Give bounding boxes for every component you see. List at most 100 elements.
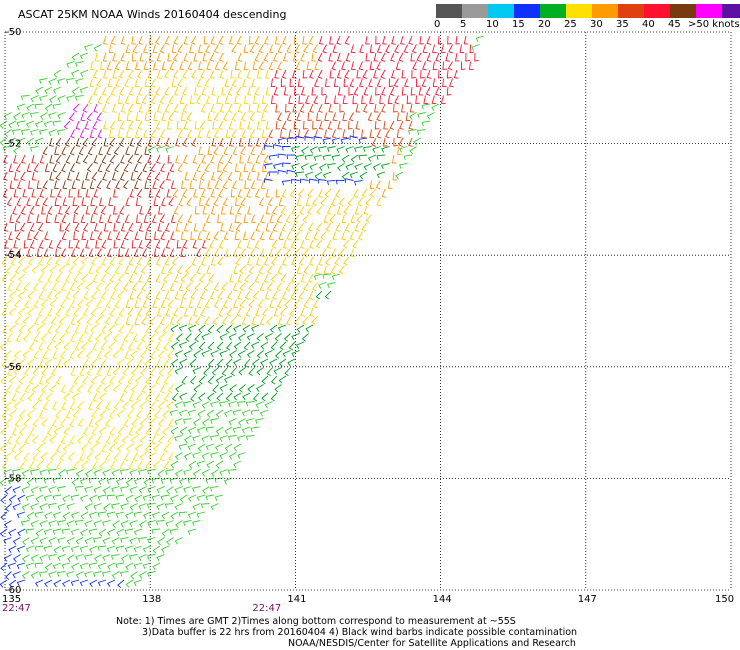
wind-barb (98, 146, 103, 156)
wind-barb (202, 52, 208, 62)
wind-barb (146, 273, 152, 283)
wind-barb (204, 163, 210, 173)
wind-barb (245, 401, 255, 407)
wind-barb (300, 307, 305, 317)
legend-swatch (540, 4, 566, 18)
wind-barb (149, 316, 156, 325)
wind-barb (110, 503, 120, 509)
wind-barb (153, 197, 159, 206)
wind-barb (247, 384, 255, 393)
wind-barb (421, 120, 431, 127)
wind-barb (179, 358, 188, 367)
wind-barb (256, 69, 262, 79)
wind-barb (55, 248, 60, 257)
wind-barb (20, 95, 30, 101)
wind-barb (138, 35, 143, 45)
wind-barb (246, 239, 252, 249)
wind-barb (303, 44, 309, 54)
wind-barb (95, 333, 102, 342)
legend-color-bar (436, 4, 740, 18)
wind-barb (179, 426, 188, 435)
wind-barb (155, 35, 161, 45)
wind-barb (36, 248, 42, 257)
wind-barb (160, 265, 166, 275)
wind-barb (331, 273, 341, 281)
wind-barb (214, 61, 220, 71)
wind-barb (60, 418, 66, 428)
wind-barb (268, 129, 273, 139)
wind-barb (194, 205, 200, 215)
wind-barb (118, 256, 125, 266)
wind-barb (115, 78, 120, 88)
legend-unit-label: >50 knots (688, 19, 740, 30)
wind-barb (235, 197, 240, 206)
wind-barb (16, 579, 26, 587)
wind-barb (36, 180, 42, 189)
wind-barb (33, 163, 39, 173)
wind-barb (128, 86, 134, 96)
wind-barb (369, 180, 375, 189)
wind-barb (261, 392, 269, 402)
wind-barb (138, 469, 147, 476)
wind-barb (343, 205, 350, 215)
wind-barb (311, 52, 316, 62)
wind-barb (250, 409, 260, 416)
wind-barb (12, 129, 21, 135)
wind-barb (31, 171, 37, 181)
wind-barb (247, 154, 252, 164)
wind-barb (109, 273, 116, 283)
wind-barb (219, 69, 225, 79)
wind-barb (205, 231, 211, 241)
wind-barb (227, 86, 233, 96)
wind-barb (327, 163, 336, 169)
wind-barb (175, 520, 183, 529)
wind-barb (192, 486, 201, 493)
wind-barb (273, 86, 279, 96)
wind-barb (158, 350, 165, 359)
wind-barb (254, 188, 260, 198)
wind-barb (218, 154, 224, 164)
latitude-label: -58 (5, 473, 21, 484)
wind-barb (134, 299, 139, 309)
wind-barb (409, 103, 415, 113)
wind-barb (302, 35, 307, 45)
wind-barb (49, 265, 57, 274)
wind-barb (90, 256, 98, 266)
wind-barb (145, 341, 152, 351)
wind-barb (403, 44, 409, 54)
wind-barb (399, 163, 408, 169)
wind-barb (0, 120, 8, 129)
wind-barb (359, 171, 368, 180)
wind-barb (123, 418, 129, 428)
wind-barb (147, 137, 153, 147)
wind-barb (235, 256, 242, 266)
wind-barb (261, 95, 267, 104)
wind-barb (70, 579, 80, 586)
wind-barb (358, 78, 364, 88)
wind-barb (72, 103, 80, 113)
wind-barb (210, 452, 219, 459)
wind-barb (93, 503, 102, 510)
wind-barb (215, 375, 224, 384)
wind-barb (455, 35, 460, 45)
wind-barb (34, 316, 39, 326)
wind-barb (59, 222, 65, 232)
wind-barb (16, 477, 26, 484)
wind-barb (66, 503, 75, 510)
wind-barb (115, 231, 121, 241)
wind-barb (304, 135, 314, 141)
wind-barb (27, 358, 35, 368)
wind-barb (55, 154, 62, 164)
wind-barb (85, 188, 91, 198)
wind-barb (371, 137, 377, 147)
wind-barb (121, 435, 129, 444)
wind-barb (48, 112, 57, 119)
wind-barb (115, 511, 125, 518)
wind-barb (115, 214, 121, 224)
wind-barb (4, 452, 12, 461)
wind-barb (264, 333, 273, 341)
wind-barb (290, 290, 296, 300)
wind-barb (61, 401, 66, 411)
wind-barb (336, 35, 341, 45)
wind-barb (183, 52, 189, 62)
